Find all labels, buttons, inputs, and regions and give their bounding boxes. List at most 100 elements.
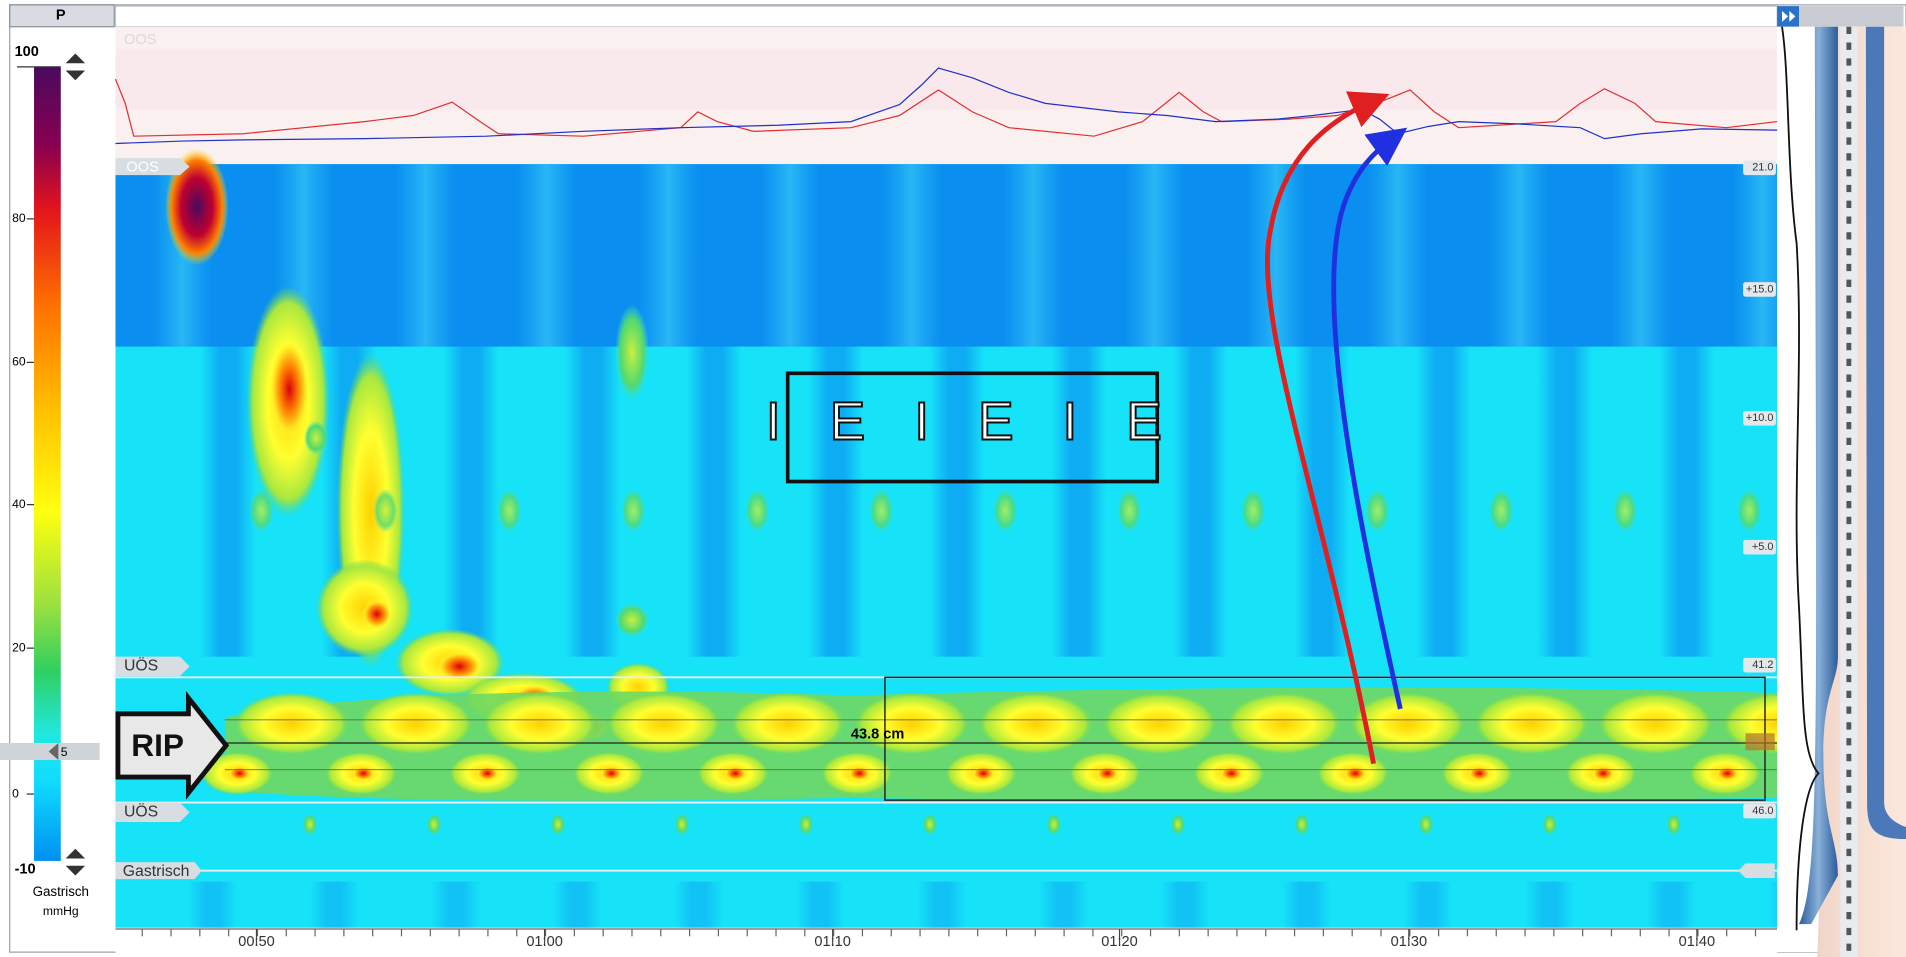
mid-blob — [373, 488, 398, 533]
gastric-label: Gastrisch — [123, 863, 190, 880]
depth-label: 21.0 — [1752, 162, 1773, 174]
depth-tag — [1743, 657, 1776, 673]
small-blob — [674, 813, 690, 836]
toolbar-right — [1799, 6, 1904, 27]
cyan-streak — [759, 164, 821, 347]
blue-streak — [565, 340, 620, 657]
cyan-streak — [638, 164, 699, 347]
mid-blob — [993, 488, 1018, 533]
scale-tick-label: 0 — [12, 786, 19, 800]
blue-streak-low — [309, 881, 359, 928]
blue-streak-low — [1160, 881, 1210, 928]
band-hot — [600, 766, 623, 781]
blue-streak — [686, 340, 742, 657]
pressure-blob — [615, 603, 650, 638]
band-hot — [1592, 766, 1615, 781]
breathing-label: I E I E I E — [766, 393, 1179, 452]
scale-marker: 5 — [61, 745, 68, 759]
mid-blob — [249, 488, 274, 533]
blue-streak — [1051, 340, 1107, 657]
pressure-blob — [303, 420, 329, 455]
pressure-blob — [362, 599, 392, 629]
mid-blob — [621, 488, 646, 533]
depth-tag — [1743, 160, 1776, 176]
trace-band — [115, 48, 1778, 110]
small-blob — [550, 813, 566, 836]
blue-streak-low — [188, 881, 238, 928]
small-blob — [1294, 813, 1310, 836]
time-label: 01:10 — [814, 934, 850, 950]
scale-min: -10 — [15, 861, 36, 877]
depth-tag — [1743, 411, 1776, 426]
fast-forward-icon — [1782, 10, 1796, 22]
rip-marker — [1745, 733, 1775, 751]
mid-blob — [1613, 488, 1638, 533]
rip-label: RIP — [131, 727, 184, 763]
small-blob — [1542, 813, 1558, 836]
header-title: P — [56, 8, 66, 24]
band-blob — [1349, 691, 1466, 756]
red-trace — [114, 78, 1906, 137]
time-label: 01:30 — [1391, 934, 1427, 950]
blue-arrow — [1331, 127, 1408, 710]
pressure-profile — [1781, 26, 1820, 931]
color-bar — [34, 66, 61, 861]
small-blob — [922, 813, 938, 836]
marker-handle — [48, 742, 59, 761]
depth-label: 46.0 — [1752, 805, 1773, 817]
oos-label: OOS — [126, 160, 159, 176]
band-blob — [605, 691, 723, 756]
depth-tag — [1743, 282, 1776, 297]
mid-blob — [1241, 488, 1266, 533]
scale-tick-label: 40 — [12, 497, 26, 511]
scale-tick-label: 80 — [12, 211, 26, 225]
blue-streak — [1173, 340, 1228, 657]
blue-streak-low — [1525, 881, 1575, 928]
rip-arrow — [115, 691, 230, 800]
band-hot — [1716, 766, 1739, 781]
scale-tick-label: 60 — [12, 355, 26, 369]
band-blob — [233, 691, 351, 756]
scale-tick-label: 20 — [12, 640, 26, 654]
depth-tag — [1743, 539, 1776, 555]
pressure-band — [200, 687, 1838, 802]
blue-streak-low — [1282, 881, 1332, 928]
small-blob — [798, 813, 814, 836]
blue-streak — [1537, 340, 1593, 657]
time-label: 00:50 — [238, 934, 274, 950]
blue-streak-low — [1039, 881, 1088, 928]
heatmap — [115, 148, 1836, 928]
scale-name: Gastrisch — [33, 884, 89, 899]
cyan-streak — [1489, 164, 1550, 347]
band-hot — [972, 766, 995, 781]
pressure-blob — [269, 340, 309, 438]
depth-label: +15.0 — [1746, 283, 1774, 295]
band-hot — [1220, 766, 1243, 781]
pressure-blob — [437, 651, 482, 681]
blue-streak-low — [674, 881, 724, 928]
mid-blob — [1737, 488, 1762, 533]
band-blob — [729, 691, 847, 756]
scale-unit: mmHg — [43, 904, 79, 918]
scale-max-spinner[interactable] — [65, 53, 86, 81]
mid-blob — [1117, 488, 1142, 533]
uos-lower-label: UÖS — [124, 802, 158, 820]
depth-label: +5.0 — [1752, 541, 1774, 553]
mid-blob — [745, 488, 770, 533]
red-arrow — [1265, 91, 1390, 765]
band-blob — [1101, 691, 1218, 756]
toolbar — [114, 5, 1778, 28]
cyan-streak — [1245, 164, 1307, 347]
mid-blob — [497, 488, 522, 533]
time-label: 01:40 — [1679, 934, 1715, 950]
cyan-streak — [516, 164, 578, 347]
blue-streak-low — [553, 881, 602, 928]
header-cell — [9, 4, 115, 28]
blue-streak — [200, 340, 256, 657]
breathing-box — [785, 371, 1160, 484]
tube-right — [1865, 26, 1906, 840]
scale-min-spinner[interactable] — [65, 848, 86, 876]
oos-tag — [115, 158, 190, 176]
blue-streak — [929, 340, 985, 657]
blue-streak — [1659, 340, 1714, 657]
